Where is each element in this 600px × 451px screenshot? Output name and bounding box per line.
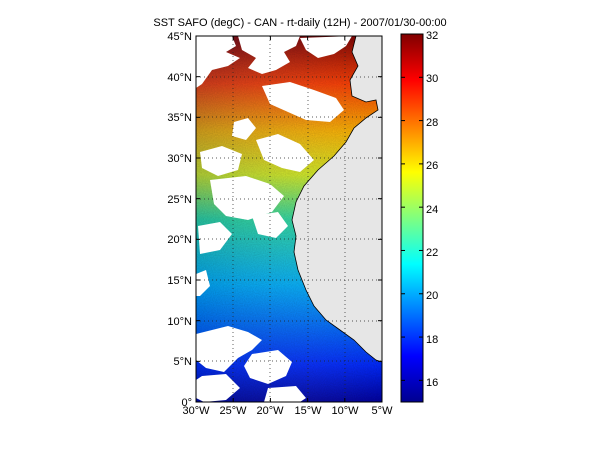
colorbar-tick-label: 24 [426, 204, 438, 216]
lat-tick-label: 20°N [167, 234, 192, 246]
colorbar-tick-label: 16 [426, 377, 438, 389]
lon-tick-label: 5°W [372, 405, 394, 417]
cloud-mask [196, 36, 352, 402]
map-title: SST SAFO (degC) - CAN - rt-daily (12H) -… [153, 17, 447, 29]
lon-tick-label: 15°W [294, 405, 322, 417]
colorbar-tick-label: 20 [426, 290, 438, 302]
colorbar-tick-label: 30 [426, 73, 438, 85]
colorbar: 16 18 20 22 24 26 28 30 32 [400, 30, 438, 403]
lon-axis: 30°W 25°W 20°W 15°W 10°W 5°W [182, 405, 393, 417]
lon-tick-label: 25°W [219, 405, 247, 417]
colorbar-tick-label: 26 [426, 160, 438, 172]
lon-tick-label: 30°W [182, 405, 210, 417]
lat-tick-label: 0° [181, 397, 192, 409]
lon-tick-label: 20°W [256, 405, 284, 417]
colorbar-tick-label: 22 [426, 247, 438, 259]
graticule [196, 36, 382, 402]
axis-ticks [195, 35, 383, 403]
colorbar-tick-label: 18 [426, 334, 438, 346]
lat-tick-label: 35°N [167, 112, 192, 124]
lat-tick-label: 25°N [167, 194, 192, 206]
colorbar-tick-label: 32 [426, 30, 438, 42]
lon-tick-label: 10°W [331, 405, 359, 417]
lat-axis: 0° 5°N 10°N 15°N 20°N 25°N 30°N 35°N 40°… [167, 31, 192, 409]
lat-tick-label: 40°N [167, 72, 192, 84]
lat-tick-label: 45°N [167, 31, 192, 43]
lat-tick-label: 10°N [167, 316, 192, 328]
lat-tick-label: 30°N [167, 153, 192, 165]
map-frame [195, 35, 383, 403]
colorbar-tick-label: 28 [426, 117, 438, 129]
lat-tick-label: 15°N [167, 275, 192, 287]
lat-tick-label: 5°N [174, 356, 193, 368]
